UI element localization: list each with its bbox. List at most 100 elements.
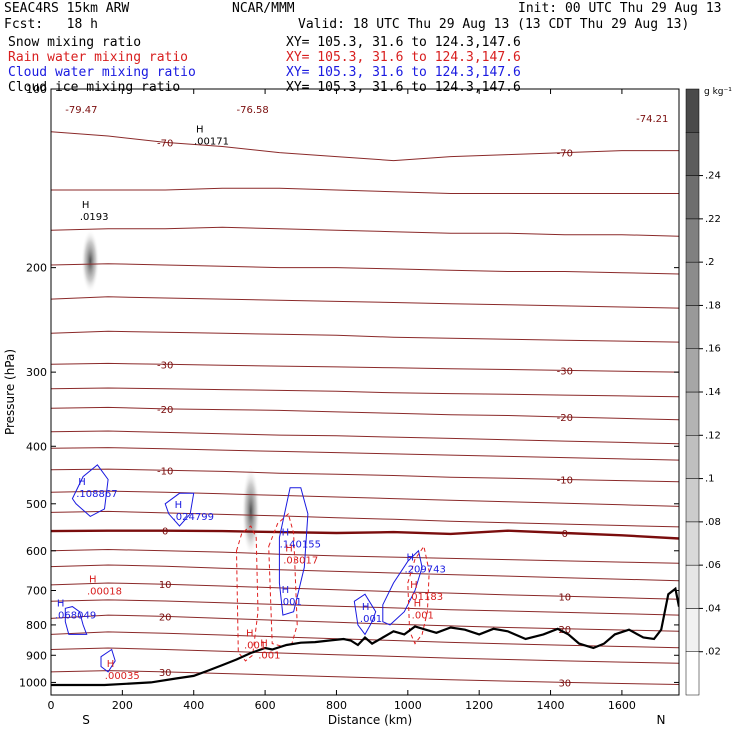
colorbar-segment: [685, 651, 700, 696]
max-value-label: .01183: [408, 592, 443, 603]
y-tick-label: 700: [26, 585, 47, 598]
isotherm-line: [51, 631, 679, 649]
terrain-profile: [51, 586, 679, 687]
field-xy-cloud-water: XY= 105.3, 31.6 to 124.3,147.6: [286, 65, 521, 80]
colorbar-tick-label: .02: [705, 647, 721, 658]
max-value-label: .068049: [55, 611, 96, 622]
y-tick-label: 1000: [19, 676, 47, 689]
isotherm-line: [51, 582, 679, 600]
max-marker-h: H: [175, 500, 183, 511]
isotherm-line: [51, 564, 679, 582]
isotherm-line: [51, 529, 679, 540]
temperature-contours: -70 -70 -30 -30 -20 -20 -10 -10 0 0 10 10 20 20 30 30: [51, 131, 679, 689]
colorbar-tick-label: .18: [705, 300, 721, 311]
max-value-label: .00171: [194, 136, 229, 147]
colorbar-segment: [685, 218, 700, 263]
cloud-water-contour: [353, 593, 377, 636]
colorbar-tick-label: .04: [705, 603, 721, 614]
terrain-line: [51, 586, 679, 687]
corner-temp-label: -74.21: [636, 114, 668, 125]
x-tick-label: 1200: [465, 699, 493, 712]
rain-water-contour: [268, 512, 298, 648]
isotherm-line: [51, 510, 679, 528]
field-name-cloud-ice: Cloud ice mixing ratio: [8, 80, 181, 95]
corner-temp-label: -76.58: [237, 105, 269, 116]
max-marker-h: H: [246, 629, 254, 640]
isotherm-line: [51, 406, 679, 421]
y-tick-label: 900: [26, 649, 47, 662]
colorbar-tick-label: .16: [705, 344, 721, 355]
x-tick-label: 1000: [394, 699, 422, 712]
colorbar-tick-label: .2: [705, 257, 715, 268]
isotherm-line: [51, 387, 679, 398]
colorbar-segment: [685, 564, 700, 609]
max-value-label: .001: [258, 651, 280, 662]
isotherm-label: -70: [157, 138, 173, 149]
cloud-water-contour: [164, 492, 195, 527]
isotherm-label: 0: [162, 527, 168, 538]
isotherm-line: [51, 670, 679, 685]
colorbar-segment: [685, 305, 700, 349]
cloud-water-contour: [64, 606, 88, 635]
field-name-rain: Rain water mixing ratio: [8, 50, 189, 65]
isotherm-line: [51, 296, 679, 309]
colorbar-segment: [685, 478, 700, 523]
isotherm-label: 30: [558, 678, 571, 689]
model-title: SEAC4RS 15km ARW: [4, 1, 130, 16]
max-value-label: .03017: [283, 555, 318, 566]
isotherm-label: 0: [562, 529, 568, 540]
rain-water-contour: [235, 525, 259, 662]
isotherm-label: -10: [557, 475, 573, 486]
cloud-water-contour: [278, 487, 309, 616]
cloud-water-contour: [100, 648, 116, 673]
max-value-label: .001: [244, 641, 266, 652]
y-tick-label: 800: [26, 619, 47, 632]
colorbar-tick-label: .08: [705, 517, 721, 528]
max-value-label: .001: [412, 611, 434, 622]
isotherm-line: [51, 263, 679, 275]
init-time: Init: 00 UTC Thu 29 Aug 13: [518, 1, 722, 16]
x-tick-label: 800: [326, 699, 347, 712]
axes: 0 200 400 600 800 1000 1200 1400 160010020030040…: [19, 83, 679, 712]
isotherm-label: 10: [159, 580, 172, 591]
max-marker-h: H: [410, 580, 418, 591]
colorbar-segment: [685, 435, 700, 479]
x-tick-label: 1400: [537, 699, 565, 712]
max-marker-h: H: [107, 659, 115, 670]
x-axis-title: Distance (km): [328, 713, 412, 727]
max-value-label: .209743: [405, 565, 446, 576]
colorbar-segment: [685, 348, 700, 393]
max-value-label: .001: [360, 614, 382, 625]
colorbar-segment: [685, 391, 700, 436]
snow-shading-blob: [241, 466, 260, 557]
isotherm-line: [51, 447, 679, 461]
isotherm-line: [51, 599, 679, 616]
center-title: NCAR/MMM: [232, 1, 295, 16]
max-marker-h: H: [407, 553, 415, 564]
isotherm-line: [51, 614, 679, 632]
cloud-water-contour: [71, 464, 109, 518]
x-tick-label: 1600: [608, 699, 636, 712]
colorbar-segment: [685, 175, 700, 220]
max-marker-h: H: [57, 599, 65, 610]
colorbar-segment: [685, 88, 700, 133]
isotherm-label: 10: [558, 592, 571, 603]
south-end-label: S: [82, 713, 90, 727]
cloud-water-contours: [64, 464, 423, 673]
max-value-label: .140155: [280, 540, 321, 551]
isotherm-line: [51, 330, 679, 343]
max-value-label: .00018: [87, 586, 122, 597]
x-tick-label: 0: [48, 699, 55, 712]
max-marker-h: H: [282, 528, 290, 539]
rain-water-contours: [235, 512, 430, 662]
isotherm-line: [51, 187, 679, 194]
isotherm-label: -20: [557, 413, 573, 424]
plot-frame: [50, 88, 680, 696]
max-value-label: .0193: [80, 212, 109, 223]
max-marker-h: H: [260, 639, 268, 650]
cloud-water-contour: [382, 549, 423, 626]
isotherm-line: [51, 490, 679, 507]
isotherm-label: 30: [159, 668, 172, 679]
max-marker-h: H: [78, 477, 86, 488]
